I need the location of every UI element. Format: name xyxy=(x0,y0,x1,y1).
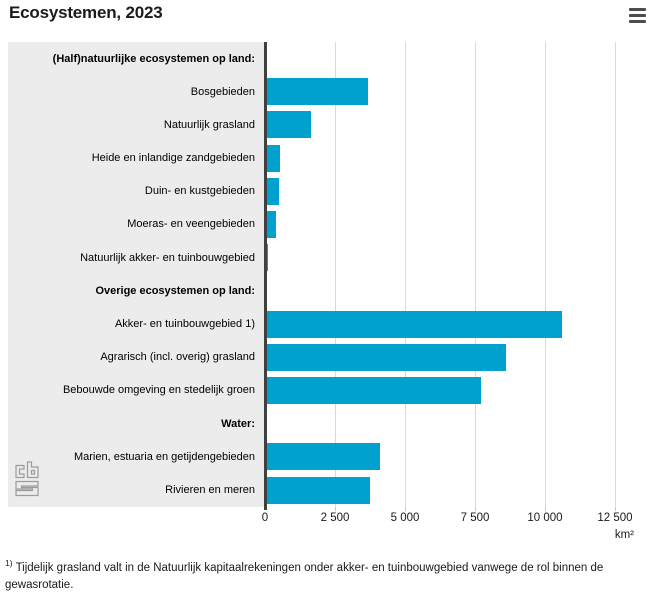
chart-title: Ecosystemen, 2023 xyxy=(9,3,163,22)
bar[interactable] xyxy=(266,177,279,205)
gridline xyxy=(405,42,406,507)
bar-cell xyxy=(265,274,652,307)
axis-tick xyxy=(615,507,616,511)
bar[interactable] xyxy=(266,144,280,172)
footnote-text: Tijdelijk grasland valt in de Natuurlijk… xyxy=(5,561,604,592)
category-label: Rivieren en meren xyxy=(8,473,265,507)
bar[interactable] xyxy=(266,244,268,272)
footnote: 1) Tijdelijk grasland valt in de Natuurl… xyxy=(5,557,647,594)
bar[interactable] xyxy=(266,310,563,338)
category-label: Marien, estuaria en getijdengebieden xyxy=(8,440,265,474)
chart-row: Natuurlijk grasland xyxy=(8,108,652,142)
chart-row: Overige ecosystemen op land: xyxy=(8,274,652,308)
gridline xyxy=(335,42,336,507)
chart-row: Bosgebieden xyxy=(8,75,652,109)
category-label: Bebouwde omgeving en stedelijk groen xyxy=(8,373,265,408)
axis-tick xyxy=(545,507,546,511)
x-tick-label: 5 000 xyxy=(390,512,420,524)
category-label: Bosgebieden xyxy=(8,75,265,109)
chart-row: Water: xyxy=(8,407,652,441)
category-label: Heide en inlandige zandgebieden xyxy=(8,141,265,175)
chart-row: Agrarisch (incl. overig) grasland xyxy=(8,340,652,374)
bar-cell xyxy=(265,308,652,341)
gridline xyxy=(615,42,616,507)
axis-tick xyxy=(475,507,476,511)
bar[interactable] xyxy=(266,343,507,371)
x-tick-label: 0 xyxy=(261,512,269,524)
x-tick-label: 12 500 xyxy=(597,512,633,524)
axis-tick xyxy=(405,507,406,511)
x-tick-label: 10 000 xyxy=(527,512,563,524)
axis-unit-label: km² xyxy=(614,529,634,541)
cbs-logo xyxy=(15,461,39,497)
chart-row: Natuurlijk akker- en tuinbouwgebied xyxy=(8,241,652,275)
category-label: Moeras- en veengebieden xyxy=(8,207,265,242)
chart-row: Marien, estuaria en getijdengebieden xyxy=(8,440,652,474)
bar-cell xyxy=(265,341,652,374)
x-tick-label: 7 500 xyxy=(460,512,490,524)
x-axis-tick-labels: 0 2 500 5 000 7 500 10 000 12 500 xyxy=(8,512,652,526)
chart-row: (Half)natuurlijke ecosystemen op land: xyxy=(8,42,652,76)
chart-row: Bebouwde omgeving en stedelijk groen xyxy=(8,373,652,408)
bar[interactable] xyxy=(266,443,381,471)
y-axis-line xyxy=(263,42,267,510)
chart-row: Akker- en tuinbouwgebied 1) xyxy=(8,307,652,341)
category-label: Natuurlijk grasland xyxy=(8,108,265,142)
bar[interactable] xyxy=(266,376,481,404)
chart-row: Heide en inlandige zandgebieden xyxy=(8,141,652,175)
gridline xyxy=(475,42,476,507)
bar[interactable] xyxy=(266,211,277,239)
bar-cell xyxy=(265,374,652,407)
group-header-label: (Half)natuurlijke ecosystemen op land: xyxy=(8,42,265,76)
gridline xyxy=(545,42,546,507)
bar-chart: (Half)natuurlijke ecosystemen op land: Bo… xyxy=(8,42,652,547)
group-header-label: Overige ecosystemen op land: xyxy=(8,274,265,308)
bar-cell xyxy=(265,142,652,175)
category-label: Natuurlijk akker- en tuinbouwgebied xyxy=(8,241,265,275)
bar[interactable] xyxy=(266,111,312,139)
bar-cell xyxy=(265,407,652,440)
hamburger-icon xyxy=(629,8,646,11)
category-label: Agrarisch (incl. overig) grasland xyxy=(8,340,265,374)
bar[interactable] xyxy=(266,78,368,106)
bar-cell xyxy=(265,241,652,274)
group-header-label: Water: xyxy=(8,407,265,441)
bar-cell xyxy=(265,208,652,241)
chart-row: Moeras- en veengebieden xyxy=(8,207,652,242)
chart-menu-button[interactable] xyxy=(629,8,646,23)
bar-cell xyxy=(265,75,652,108)
bar[interactable] xyxy=(266,476,371,504)
footnote-marker: 1) xyxy=(5,558,13,568)
bar-cell xyxy=(265,42,652,75)
x-tick-label: 2 500 xyxy=(320,512,350,524)
axis-tick xyxy=(335,507,336,511)
bar-cell xyxy=(265,175,652,208)
bar-cell xyxy=(265,440,652,473)
bar-cell xyxy=(265,473,652,506)
bar-cell xyxy=(265,108,652,141)
chart-row: Duin- en kustgebieden xyxy=(8,174,652,208)
category-label: Duin- en kustgebieden xyxy=(8,174,265,208)
chart-row: Rivieren en meren xyxy=(8,473,652,507)
category-label: Akker- en tuinbouwgebied 1) xyxy=(8,307,265,341)
chart-rows: (Half)natuurlijke ecosystemen op land: Bo… xyxy=(8,42,652,507)
